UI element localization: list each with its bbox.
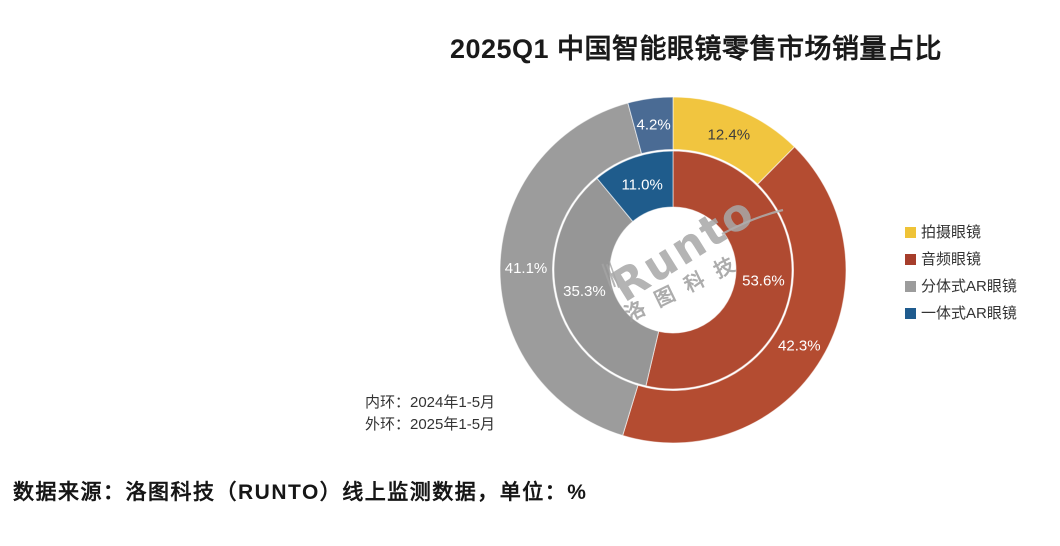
ring-outer-segment-audio-glasses — [622, 146, 847, 444]
ring-inner-segment-all-in-one-ar-glasses — [596, 150, 674, 223]
segment-value-label-all-in-one-ar-glasses: 4.2% — [637, 117, 671, 134]
source-note: 数据来源：洛图科技（RUNTO）线上监测数据，单位：% — [13, 481, 588, 504]
ring-inner-segment-split-ar-glasses — [553, 177, 660, 387]
ring-note-inner: 内环：2024年1-5月 — [365, 394, 496, 411]
ring-inner-segment-audio-glasses — [645, 150, 793, 390]
barcode-icon — [601, 261, 620, 291]
legend-item-split-ar-glasses: 分体式AR眼镜 — [905, 278, 1017, 295]
watermark-flourish — [721, 208, 784, 235]
segment-value-label-audio-glasses: 53.6% — [742, 273, 785, 290]
legend-swatch-all-in-one-ar-glasses — [905, 308, 916, 319]
chart-title: 2025Q1 中国智能眼镜零售市场销量占比 — [449, 34, 943, 64]
legend-swatch-audio-glasses — [905, 254, 916, 265]
legend-label: 音频眼镜 — [921, 251, 982, 268]
segment-value-label-camera-glasses: 12.4% — [708, 126, 751, 143]
segment-value-label-split-ar-glasses: 35.3% — [563, 283, 606, 300]
legend-label: 分体式AR眼镜 — [921, 278, 1017, 295]
legend-item-audio-glasses: 音频眼镜 — [905, 251, 1017, 268]
ring-note-outer: 外环：2025年1-5月 — [365, 416, 496, 433]
legend-label: 一体式AR眼镜 — [921, 305, 1017, 322]
legend-swatch-split-ar-glasses — [905, 281, 916, 292]
segment-labels: 53.6% 35.3% 11.0% 12.4% 42.3% 41.1% 4.2% — [505, 117, 821, 355]
segment-value-label-audio-glasses: 42.3% — [778, 337, 821, 354]
legend-item-all-in-one-ar-glasses: 一体式AR眼镜 — [905, 305, 1017, 322]
chart-legend: 拍摄眼镜音频眼镜分体式AR眼镜 一体式AR眼镜 — [905, 224, 1017, 322]
legend-label: 拍摄眼镜 — [921, 224, 982, 241]
donut-rings — [499, 96, 847, 444]
ring-outer-segment-split-ar-glasses — [499, 102, 643, 437]
ring-outer-segment-all-in-one-ar-glasses — [627, 96, 674, 155]
segment-value-label-all-in-one-ar-glasses: 11.0% — [621, 177, 662, 194]
legend-item-camera-glasses: 拍摄眼镜 — [905, 224, 1017, 241]
segment-value-label-split-ar-glasses: 41.1% — [505, 260, 548, 277]
legend-swatch-camera-glasses — [905, 227, 916, 238]
ring-note: 内环：2024年1-5月 外环：2025年1-5月 — [365, 392, 495, 436]
